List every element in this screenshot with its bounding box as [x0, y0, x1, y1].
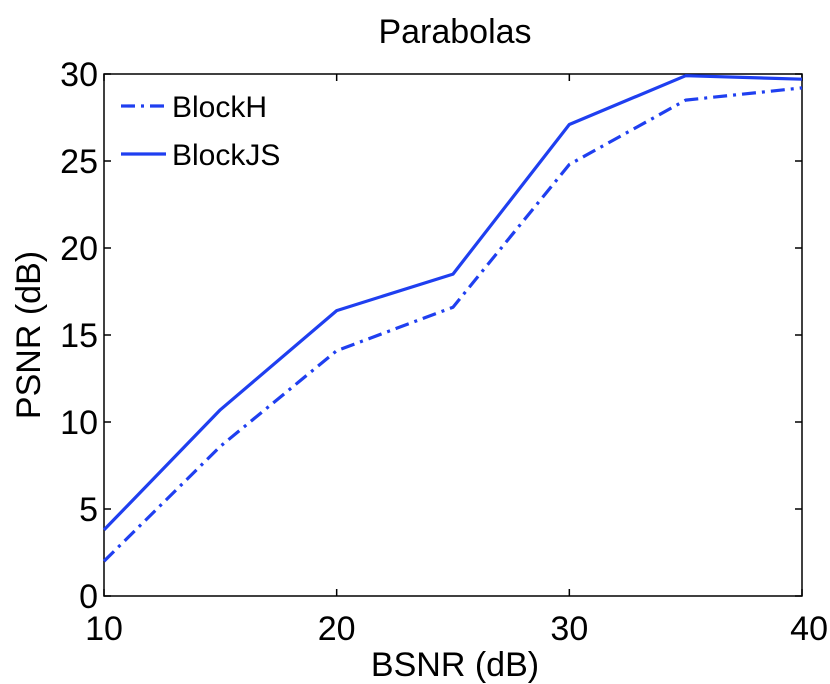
- series-line-blockh: [102, 86, 803, 563]
- chart-title: Parabolas: [378, 13, 531, 51]
- y-axis-label: PSNR (dB): [10, 251, 48, 419]
- y-tick-label: 5: [79, 491, 98, 529]
- series-line-blockjs: [102, 74, 803, 532]
- plot-area: 10 20 30 40 0 5 10 15 20 25 30: [60, 56, 828, 648]
- y-tick-label: 25: [60, 143, 98, 181]
- y-tick-label: 10: [60, 404, 98, 442]
- series-layer: [102, 74, 803, 563]
- y-tick-label: 0: [79, 578, 98, 616]
- legend-label-blockjs: BlockJS: [172, 139, 280, 172]
- y-tick-label: 15: [60, 317, 98, 355]
- x-tick-label: 40: [790, 610, 828, 648]
- axis-ticks: 10 20 30 40 0 5 10 15 20 25 30: [60, 56, 828, 648]
- legend: BlockH BlockJS: [121, 91, 280, 172]
- legend-label-blockh: BlockH: [172, 91, 267, 124]
- x-tick-label: 10: [85, 610, 123, 648]
- x-tick-label: 30: [550, 610, 588, 648]
- x-axis-label: BSNR (dB): [371, 646, 539, 684]
- y-tick-label: 30: [60, 56, 98, 94]
- x-tick-label: 20: [318, 610, 356, 648]
- y-tick-label: 20: [60, 230, 98, 268]
